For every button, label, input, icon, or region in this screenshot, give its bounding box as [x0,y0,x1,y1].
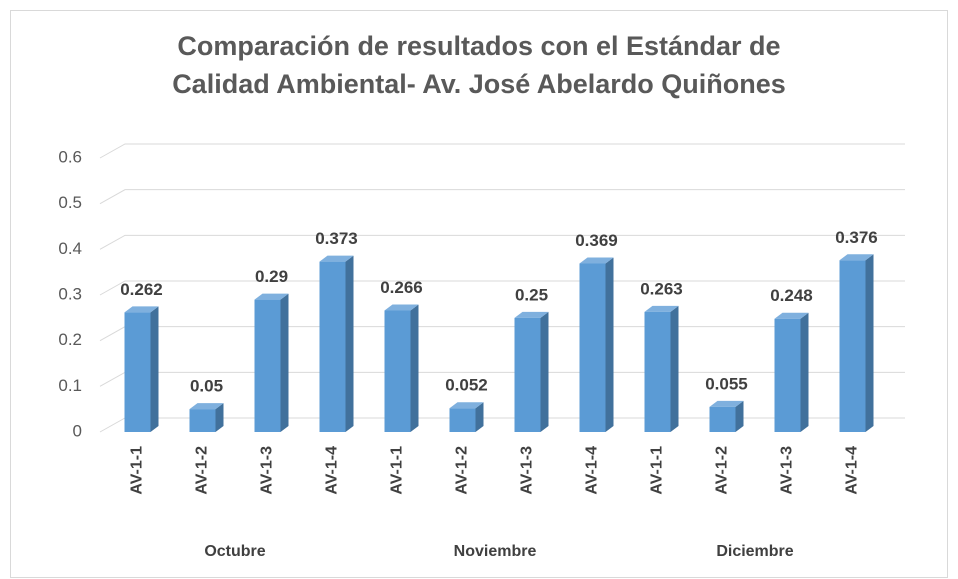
bar-face [384,304,419,311]
bar-face [410,304,419,432]
chart-border [10,10,948,578]
grid-line [99,143,905,159]
x-tick-label: AV-1-4 [584,446,601,495]
x-tick-label: AV-1-1 [129,446,146,495]
bar [384,304,419,432]
value-label: 0.29 [255,267,288,286]
bar-face [254,299,281,432]
y-tick-label: 0.3 [58,284,82,303]
value-label: 0.263 [640,279,683,298]
bar-face [865,254,874,432]
bar [514,311,549,432]
bar-face [644,311,671,432]
bar-face [384,310,411,432]
grid-line [99,280,905,296]
x-tick-label: AV-1-1 [389,446,406,495]
x-tick-label: AV-1-2 [454,446,471,495]
y-tick-label: 0.6 [58,147,82,166]
bar-face [319,255,354,262]
bar-face [449,402,484,409]
y-tick-label: 0.1 [58,376,82,395]
bar-face [124,312,151,432]
value-label: 0.266 [380,278,423,297]
value-label: 0.248 [770,286,813,305]
bar [449,402,484,432]
bar-face [709,406,736,432]
bar-face [800,312,809,432]
bar-face [579,263,606,432]
bar-face [644,305,679,312]
bar-face [189,403,224,410]
bar-face [280,293,289,432]
bar-face [514,311,549,318]
value-label: 0.369 [575,231,618,250]
grid-line [99,189,905,205]
bar-face [579,257,614,264]
value-label: 0.373 [315,229,358,248]
chart-title: Comparación de resultados con el Estánda… [172,31,786,99]
bar [319,255,354,432]
x-tick-label: AV-1-2 [194,446,211,495]
y-tick-label: 0 [73,421,82,440]
bar-face [839,260,866,432]
value-label: 0.262 [120,280,163,299]
value-label: 0.05 [190,377,223,396]
bar-face [774,312,809,319]
bar [709,400,744,432]
bar-face [345,255,354,432]
bar [189,403,224,432]
bar-face [735,400,744,432]
x-tick-label: AV-1-3 [519,446,536,495]
bar-face [449,408,476,432]
y-tick-label: 0.4 [58,239,82,258]
x-tick-label: AV-1-1 [649,446,666,495]
x-tick-label: AV-1-4 [324,446,341,495]
y-tick-label: 0.2 [58,330,82,349]
bar-face [540,311,549,432]
bar-face [475,402,484,432]
bar-face [150,306,159,432]
bar [124,306,159,432]
y-tick-label: 0.5 [58,193,82,212]
x-tick-label: AV-1-4 [844,446,861,495]
bar-face [254,293,289,300]
group-label: Octubre [204,543,265,560]
value-label: 0.052 [445,376,488,395]
bar-face [514,317,541,432]
value-label: 0.376 [835,228,878,247]
bar-face [189,409,216,432]
x-tick-label: AV-1-3 [779,446,796,495]
bar-face [215,403,224,432]
bar-face [709,400,744,407]
bar [644,305,679,432]
bar-face [319,261,346,432]
bar-face [774,318,801,432]
grid-line [99,234,905,250]
group-label: Diciembre [716,543,793,560]
bar-face [124,306,159,313]
value-label: 0.25 [515,285,548,304]
x-tick-label: AV-1-3 [259,446,276,495]
value-label: 0.055 [705,374,748,393]
bar-face [605,257,614,432]
x-tick-label: AV-1-2 [714,446,731,495]
bar [254,293,289,432]
bar [579,257,614,432]
group-label: Noviembre [454,543,537,560]
bar [774,312,809,432]
bar [839,254,874,432]
bar-face [670,305,679,432]
bar-face [839,254,874,261]
